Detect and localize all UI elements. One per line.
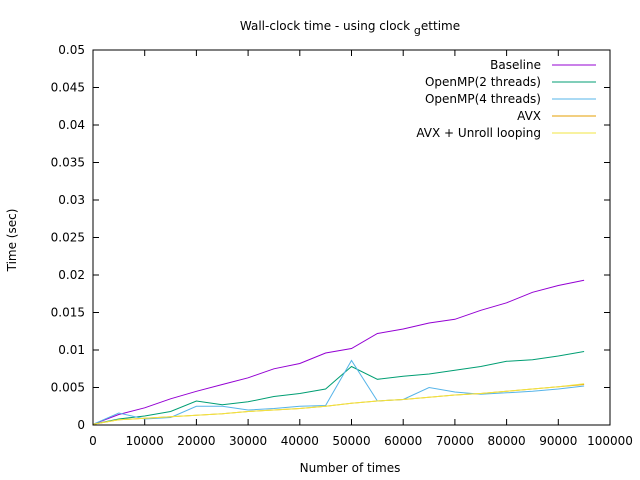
series-line-1	[92, 279, 585, 425]
x-tick-label: 60000	[384, 434, 422, 448]
x-tick-label: 20000	[177, 434, 215, 448]
y-tick-label: 0.005	[51, 381, 85, 395]
y-tick-label: 0.02	[58, 268, 85, 282]
legend-label-3: OpenMP(4 threads)	[425, 92, 541, 106]
x-tick-label: 10000	[126, 434, 164, 448]
chart-title: Wall-clock time - using clock gettime	[240, 19, 460, 37]
y-tick-label: 0.05	[58, 43, 85, 57]
series-layer	[92, 279, 585, 425]
legend-label-1: Baseline	[490, 58, 541, 72]
y-tick-label: 0.015	[51, 306, 85, 320]
series-line-5	[92, 383, 585, 425]
y-tick-label: 0.04	[58, 118, 85, 132]
x-tick-label: 100000	[587, 434, 633, 448]
y-tick-label: 0.035	[51, 156, 85, 170]
series-line-2	[92, 351, 585, 425]
x-tick-label: 0	[89, 434, 97, 448]
y-tick-label: 0.045	[51, 81, 85, 95]
x-axis-label: Number of times	[300, 461, 401, 475]
ticks-layer: 0 10000 20000 30000 40000 50000 60000 70000 8000…	[51, 43, 633, 448]
x-tick-label: 30000	[229, 434, 267, 448]
plot-border	[92, 49, 611, 426]
legend-label-5: AVX + Unroll looping	[416, 126, 541, 140]
series-line-3	[92, 359, 585, 425]
x-tick-label: 70000	[436, 434, 474, 448]
x-tick-label: 50000	[332, 434, 370, 448]
x-tick-label: 90000	[539, 434, 577, 448]
legend-label-4: AVX	[517, 109, 541, 123]
x-tick-label: 80000	[488, 434, 526, 448]
y-tick-label: 0	[77, 418, 85, 432]
legend: Baseline OpenMP(2 threads) OpenMP(4 thread…	[416, 58, 596, 140]
legend-label-2: OpenMP(2 threads)	[425, 75, 541, 89]
y-tick-label: 0.025	[51, 231, 85, 245]
y-axis-label: Time (sec)	[5, 209, 19, 273]
y-tick-label: 0.03	[58, 193, 85, 207]
x-tick-label: 40000	[281, 434, 319, 448]
y-tick-label: 0.01	[58, 343, 85, 357]
